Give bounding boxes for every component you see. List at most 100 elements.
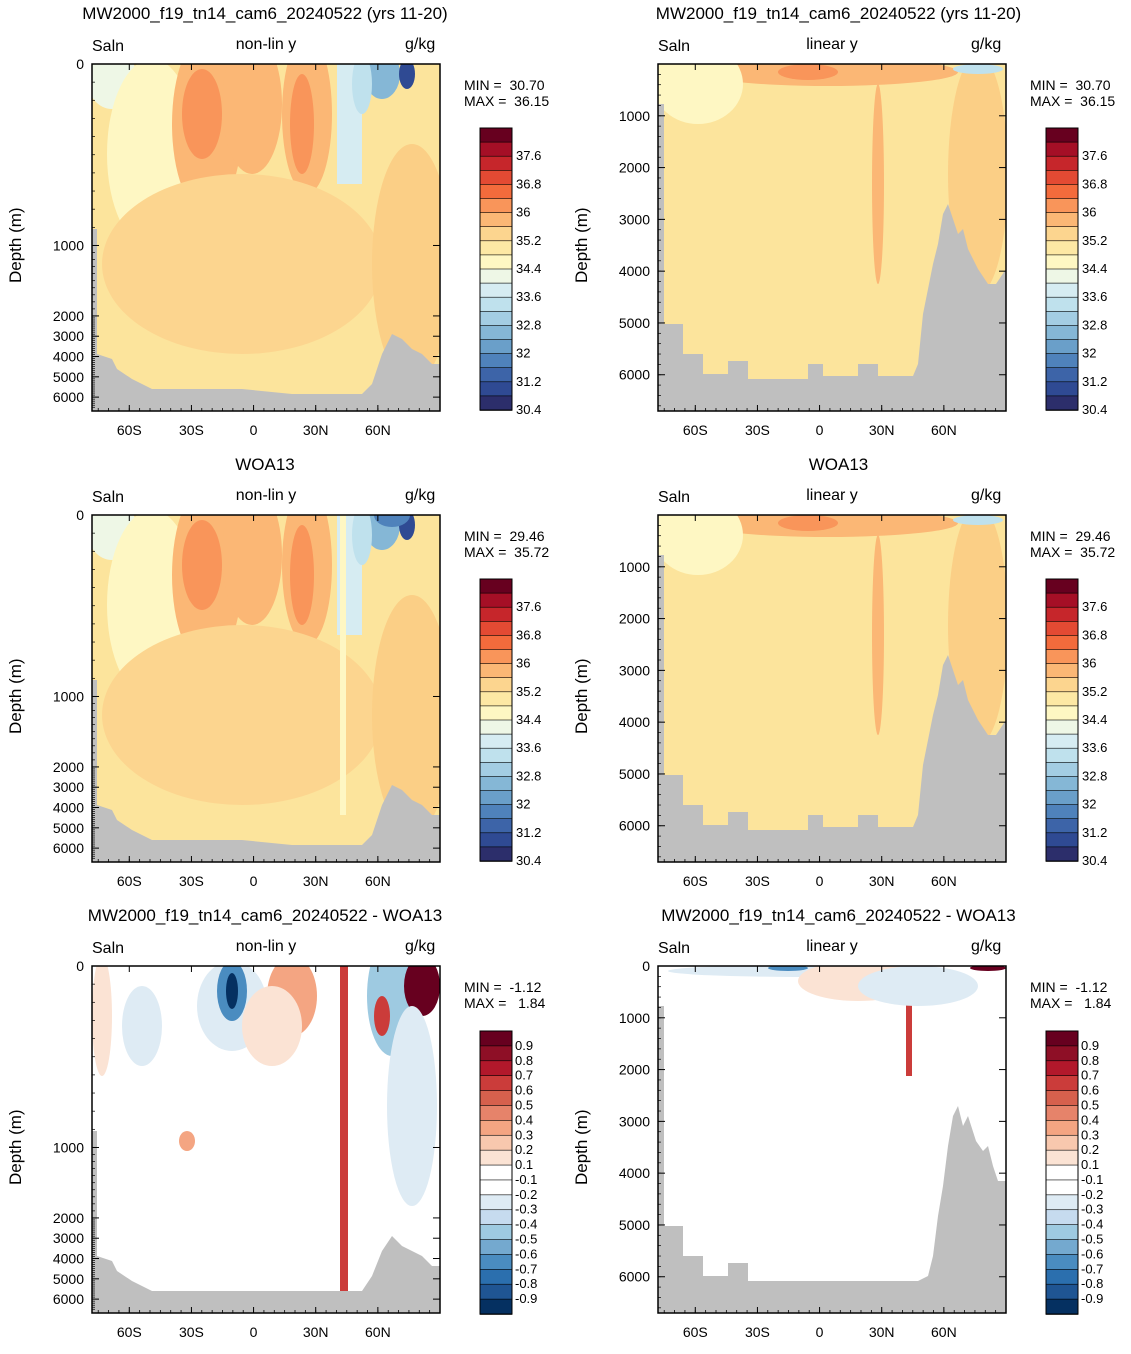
- y-tick-label: 2000: [53, 1210, 84, 1226]
- colorbar-frame: [1045, 127, 1079, 411]
- colorbar-swatch: [479, 381, 513, 397]
- colorbar-swatch: [1045, 1105, 1079, 1122]
- y-tick-label: 6000: [619, 367, 650, 383]
- med-outflow-positive: [340, 966, 348, 1313]
- x-tick-label: 60N: [931, 422, 957, 438]
- med-outflow-gap: [340, 515, 346, 815]
- y-tick-label: 6000: [53, 389, 84, 405]
- y-tick-label: 4000: [619, 714, 650, 730]
- colorbar-label: 36.8: [1082, 627, 1107, 642]
- y-tick-label: 5000: [53, 369, 84, 385]
- colorbar-label: 0.7: [1081, 1068, 1099, 1083]
- colorbar-swatch: [479, 1030, 513, 1047]
- colorbar-label: 31.2: [516, 825, 541, 840]
- colorbar-swatch: [479, 635, 513, 651]
- colorbar-swatch: [479, 184, 513, 200]
- min-label: MIN = -1.12: [464, 979, 542, 995]
- x-tick-label: 60N: [931, 873, 957, 889]
- colorbar-swatch: [479, 155, 513, 172]
- colorbar-swatch: [1045, 691, 1079, 707]
- y-tick-label: 6000: [619, 1269, 650, 1285]
- colorbar-swatch: [479, 804, 513, 820]
- x-tick-label: 60N: [365, 1324, 391, 1340]
- surface-salty-core: [778, 64, 838, 80]
- colorbar-label: 36.8: [516, 627, 541, 642]
- colorbar-swatch: [479, 776, 513, 792]
- x-tick-label: 30N: [869, 873, 895, 889]
- y-tick-label: 3000: [619, 1113, 650, 1129]
- seafloor-mask: [92, 680, 440, 862]
- x-tick-label: 0: [250, 422, 258, 438]
- colorbar-swatch: [1045, 155, 1079, 172]
- colorbar-label: 32: [1082, 797, 1096, 812]
- diff-neg-deep: [387, 1006, 437, 1206]
- colorbar-swatch: [1045, 776, 1079, 792]
- colorbar-swatch: [479, 1060, 513, 1077]
- colorbar-swatch: [479, 1120, 513, 1137]
- colorbar-swatch: [479, 705, 513, 721]
- med-outflow: [872, 84, 884, 284]
- x-tick-label: 0: [250, 1324, 258, 1340]
- colorbar-label: 0.6: [1081, 1083, 1099, 1098]
- colorbar-label: -0.4: [1081, 1217, 1103, 1232]
- colorbar-label: 32: [516, 346, 530, 361]
- colorbar-label: 34.4: [1082, 712, 1107, 727]
- y-tick-label: 0: [642, 958, 650, 974]
- arctic-surface: [953, 64, 1003, 74]
- colorbar-label: 36: [1082, 205, 1096, 220]
- y-tick-label: 4000: [53, 800, 84, 816]
- colorbar-label: 34.4: [516, 261, 541, 276]
- colorbar-label: 0.3: [515, 1127, 533, 1142]
- colorbar-label: 0.8: [1081, 1053, 1099, 1068]
- colorbar-swatch: [479, 761, 513, 778]
- colorbar-frame: [1045, 1030, 1079, 1315]
- plot-frame: [91, 63, 441, 412]
- scale-label: linear y: [806, 938, 858, 955]
- field: [658, 64, 1006, 411]
- plot-area: 60S 30S 0 30N 60N 0 1000 2000 3000 4000 5000 6000: [619, 958, 1007, 1340]
- min-label: MIN = 29.46: [464, 528, 545, 544]
- colorbar-label: -0.9: [1081, 1291, 1103, 1306]
- x-tick-label: 60S: [683, 1324, 708, 1340]
- colorbar-label: 32.8: [516, 768, 541, 783]
- colorbar-frame: [479, 127, 513, 411]
- x-tick-label: 30S: [745, 422, 770, 438]
- y-tick-label: 5000: [53, 1271, 84, 1287]
- units-label: g/kg: [971, 36, 1002, 53]
- colorbar-swatch: [479, 339, 513, 355]
- colorbar-label: 37.6: [1082, 148, 1107, 163]
- max-label: MAX = 35.72: [1030, 544, 1116, 560]
- y-tick-label: 5000: [619, 766, 650, 782]
- colorbar-label: -0.1: [1081, 1172, 1103, 1187]
- x-tick-label: 60S: [683, 873, 708, 889]
- colorbar-label: 0.4: [515, 1112, 533, 1127]
- y-tick-label: 6000: [53, 1291, 84, 1307]
- colorbar-swatch: [479, 127, 513, 143]
- colorbar-label: 31.2: [1082, 825, 1107, 840]
- seafloor-mask: [658, 1006, 1006, 1313]
- y-tick-label: 0: [76, 56, 84, 72]
- x-tick-label: 0: [816, 1324, 824, 1340]
- x-tick-label: 60S: [117, 1324, 142, 1340]
- salty-eq: [222, 64, 282, 174]
- units-label: g/kg: [971, 938, 1002, 955]
- plot-svg: 60S 30S 0 30N 60N 1000 2000 3000 4000 5000 6000 37.…: [619, 63, 1107, 438]
- x-tick-label: 60S: [117, 422, 142, 438]
- colorbar-swatch: [1045, 127, 1079, 143]
- colorbar-swatch: [1045, 635, 1079, 651]
- colorbar: 0.90.80.70.60.50.40.30.20.1-0.1-0.2-0.3-…: [479, 1030, 537, 1315]
- plot-area: 60S 30S 0 30N 60N 0 1000 2000 3000 4000 5000 6000: [53, 958, 441, 1340]
- colorbar-label: 35.2: [1082, 233, 1107, 248]
- arctic-fresh-edge: [352, 64, 372, 114]
- x-tick-label: 60S: [683, 422, 708, 438]
- salty-eq: [222, 515, 282, 625]
- diff-neg-south: [122, 986, 162, 1066]
- colorbar-swatch: [1045, 296, 1079, 313]
- colorbar-swatch: [479, 296, 513, 313]
- colorbar-swatch: [1045, 198, 1079, 214]
- colorbar-label: 36: [516, 656, 530, 671]
- colorbar-swatch: [479, 367, 513, 383]
- colorbar-swatch: [1045, 339, 1079, 355]
- colorbar-label: -0.8: [515, 1276, 537, 1291]
- colorbar-swatch: [1045, 282, 1079, 299]
